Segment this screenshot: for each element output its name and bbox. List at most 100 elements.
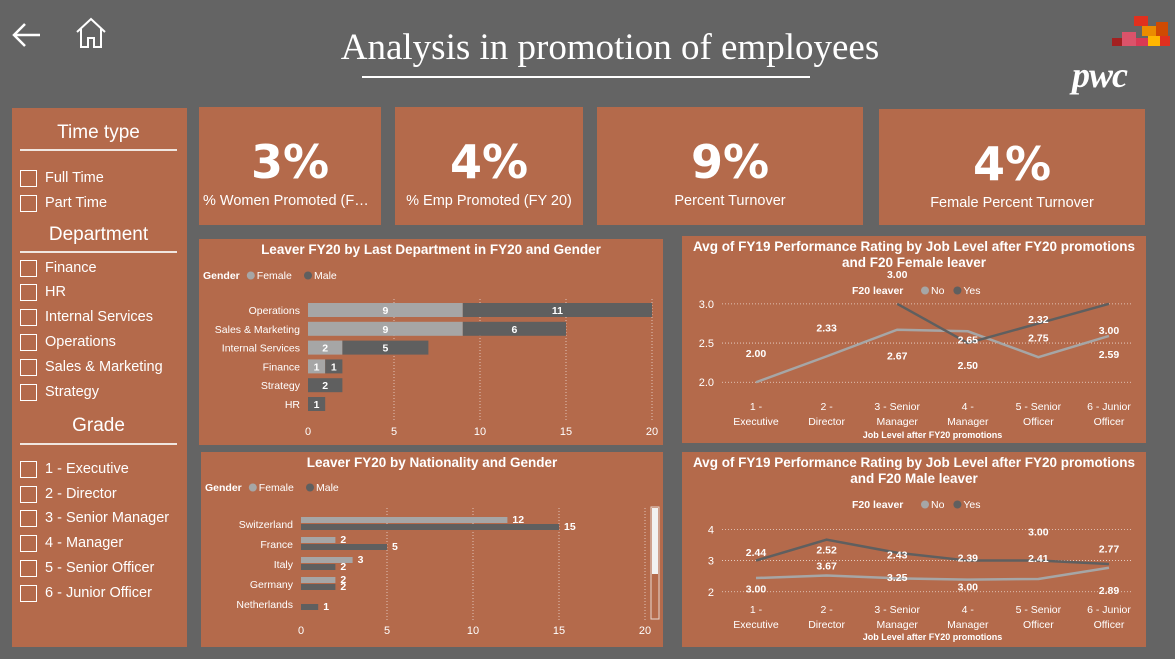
data-label: 2 <box>340 561 346 573</box>
x-tick-label: 3 - Senior <box>874 604 920 616</box>
checkbox[interactable] <box>20 358 37 376</box>
x-tick-label: 4 - <box>962 604 975 616</box>
y-tick-label: 4 <box>708 524 714 536</box>
legend-item: No <box>931 499 945 511</box>
checkbox[interactable] <box>20 259 37 277</box>
x-tick-label: 0 <box>298 625 304 637</box>
bar <box>342 340 429 355</box>
bar <box>308 303 463 317</box>
data-label: 3.00 <box>887 269 908 281</box>
legend-marker <box>921 286 929 295</box>
slicer-item-strategy[interactable]: Strategy <box>20 382 99 402</box>
female-leaver-rating-chart: F20 leaver No Yes 2.0 2.5 3.0 2.00 2.33 2.67 2.65… <box>699 269 1132 440</box>
x-tick-label: 2 - <box>820 604 833 616</box>
checkbox[interactable] <box>20 485 37 503</box>
category-label: Operations <box>249 305 300 317</box>
kpi-label: Female Percent Turnover <box>930 195 1094 211</box>
slicer-item-grade-director[interactable]: 2 - Director <box>20 484 117 504</box>
bar <box>301 604 319 610</box>
home-button[interactable] <box>72 14 110 52</box>
data-label: 2.43 <box>887 549 908 561</box>
checkbox[interactable] <box>20 509 37 527</box>
data-label: 3.00 <box>746 584 767 596</box>
checkbox[interactable] <box>20 169 37 187</box>
data-label: 1 <box>323 601 329 613</box>
slicer-item-grade-manager[interactable]: 4 - Manager <box>20 533 123 553</box>
chart-panel-leaver-nationality[interactable]: Leaver FY20 by Nationality and Gender Ge… <box>201 452 663 647</box>
x-tick-label: 5 - Senior <box>1016 401 1062 413</box>
kpi-value: 9% <box>690 135 770 189</box>
category-label: France <box>260 539 293 551</box>
y-tick-label: 2.5 <box>699 338 714 350</box>
checkbox[interactable] <box>20 460 37 478</box>
data-label: 2.75 <box>1028 332 1049 344</box>
legend-item: No <box>931 285 945 297</box>
x-tick-label: Officer <box>1094 416 1125 428</box>
page-title: Analysis in promotion of employees <box>340 27 880 68</box>
series-line <box>755 328 1110 384</box>
slicer-item-grade-senior-manager[interactable]: 3 - Senior Manager <box>20 508 169 528</box>
slicer-item-grade-senior-officer[interactable]: 5 - Senior Officer <box>20 558 154 578</box>
data-label: 2.52 <box>816 545 837 557</box>
data-label: 3.00 <box>1028 527 1049 539</box>
grade-slicer-title: Grade <box>72 415 125 436</box>
data-label: 2.33 <box>816 322 837 334</box>
scrollbar-thumb[interactable] <box>652 508 658 574</box>
data-label: 2 <box>322 380 328 392</box>
checkbox[interactable] <box>20 308 37 326</box>
data-label: 12 <box>512 514 524 526</box>
checkbox[interactable] <box>20 194 37 212</box>
data-label: 2.65 <box>958 334 979 346</box>
x-tick-label: 1 - <box>750 604 763 616</box>
x-tick-label: Officer <box>1023 416 1054 428</box>
slicer-item-sales-marketing[interactable]: Sales & Marketing <box>20 357 163 377</box>
kpi-card-emp-promoted[interactable]: 4% % Emp Promoted (FY 20) <box>395 107 583 225</box>
category-label: Finance <box>263 361 301 373</box>
chart-panel-leaver-department[interactable]: Leaver FY20 by Last Department in FY20 a… <box>199 239 663 445</box>
slicer-item-full-time[interactable]: Full Time <box>20 168 104 188</box>
bar <box>301 544 387 550</box>
y-tick-label: 2 <box>708 587 714 599</box>
data-label: 3.25 <box>887 572 908 584</box>
x-tick-label: Manager <box>876 619 918 631</box>
data-label: 3.00 <box>1099 325 1120 337</box>
data-label: 2.32 <box>1028 314 1049 326</box>
slicer-item-part-time[interactable]: Part Time <box>20 193 107 213</box>
data-label: 2 <box>340 581 346 593</box>
chart-panel-female-leaver-rating[interactable]: Avg of FY19 Performance Rating by Job Le… <box>682 236 1146 443</box>
chart-panel-male-leaver-rating[interactable]: Avg of FY19 Performance Rating by Job Le… <box>682 452 1146 647</box>
checkbox[interactable] <box>20 534 37 552</box>
checkbox[interactable] <box>20 584 37 602</box>
data-label: 2 <box>322 343 328 355</box>
checkbox[interactable] <box>20 383 37 401</box>
back-button[interactable] <box>8 16 46 54</box>
kpi-card-women-promoted[interactable]: 3% % Women Promoted (FY… <box>199 107 381 225</box>
chart-title: Avg of FY19 Performance Rating by Job Le… <box>692 239 1136 270</box>
chart-title: Leaver FY20 by Nationality and Gender <box>306 455 558 470</box>
checkbox[interactable] <box>20 333 37 351</box>
checkbox[interactable] <box>20 283 37 301</box>
title-underline <box>362 76 810 78</box>
kpi-label: Percent Turnover <box>674 193 786 209</box>
x-tick-label: 1 - <box>750 401 763 413</box>
kpi-card-female-turnover[interactable]: 4% Female Percent Turnover <box>879 109 1145 225</box>
kpi-card-percent-turnover[interactable]: 9% Percent Turnover <box>597 107 863 225</box>
bar <box>325 359 343 374</box>
slicer-item-operations[interactable]: Operations <box>20 332 116 352</box>
kpi-label: % Emp Promoted (FY 20) <box>406 193 572 209</box>
slicer-item-grade-junior-officer[interactable]: 6 - Junior Officer <box>20 583 152 603</box>
slicer-item-hr[interactable]: HR <box>20 282 66 302</box>
x-tick-label: Director <box>808 416 845 428</box>
slicer-item-grade-executive[interactable]: 1 - Executive <box>20 459 129 479</box>
bar <box>308 378 343 393</box>
data-label: 1 <box>331 361 337 373</box>
data-label: 2.89 <box>1099 585 1120 597</box>
checkbox[interactable] <box>20 559 37 577</box>
slicer-item-finance[interactable]: Finance <box>20 258 97 278</box>
x-tick-label: 10 <box>474 426 486 438</box>
bar <box>308 340 343 355</box>
bar <box>308 321 463 336</box>
slicer-item-internal-services[interactable]: Internal Services <box>20 307 153 327</box>
x-tick-label: Executive <box>733 416 779 428</box>
bar <box>301 584 336 590</box>
